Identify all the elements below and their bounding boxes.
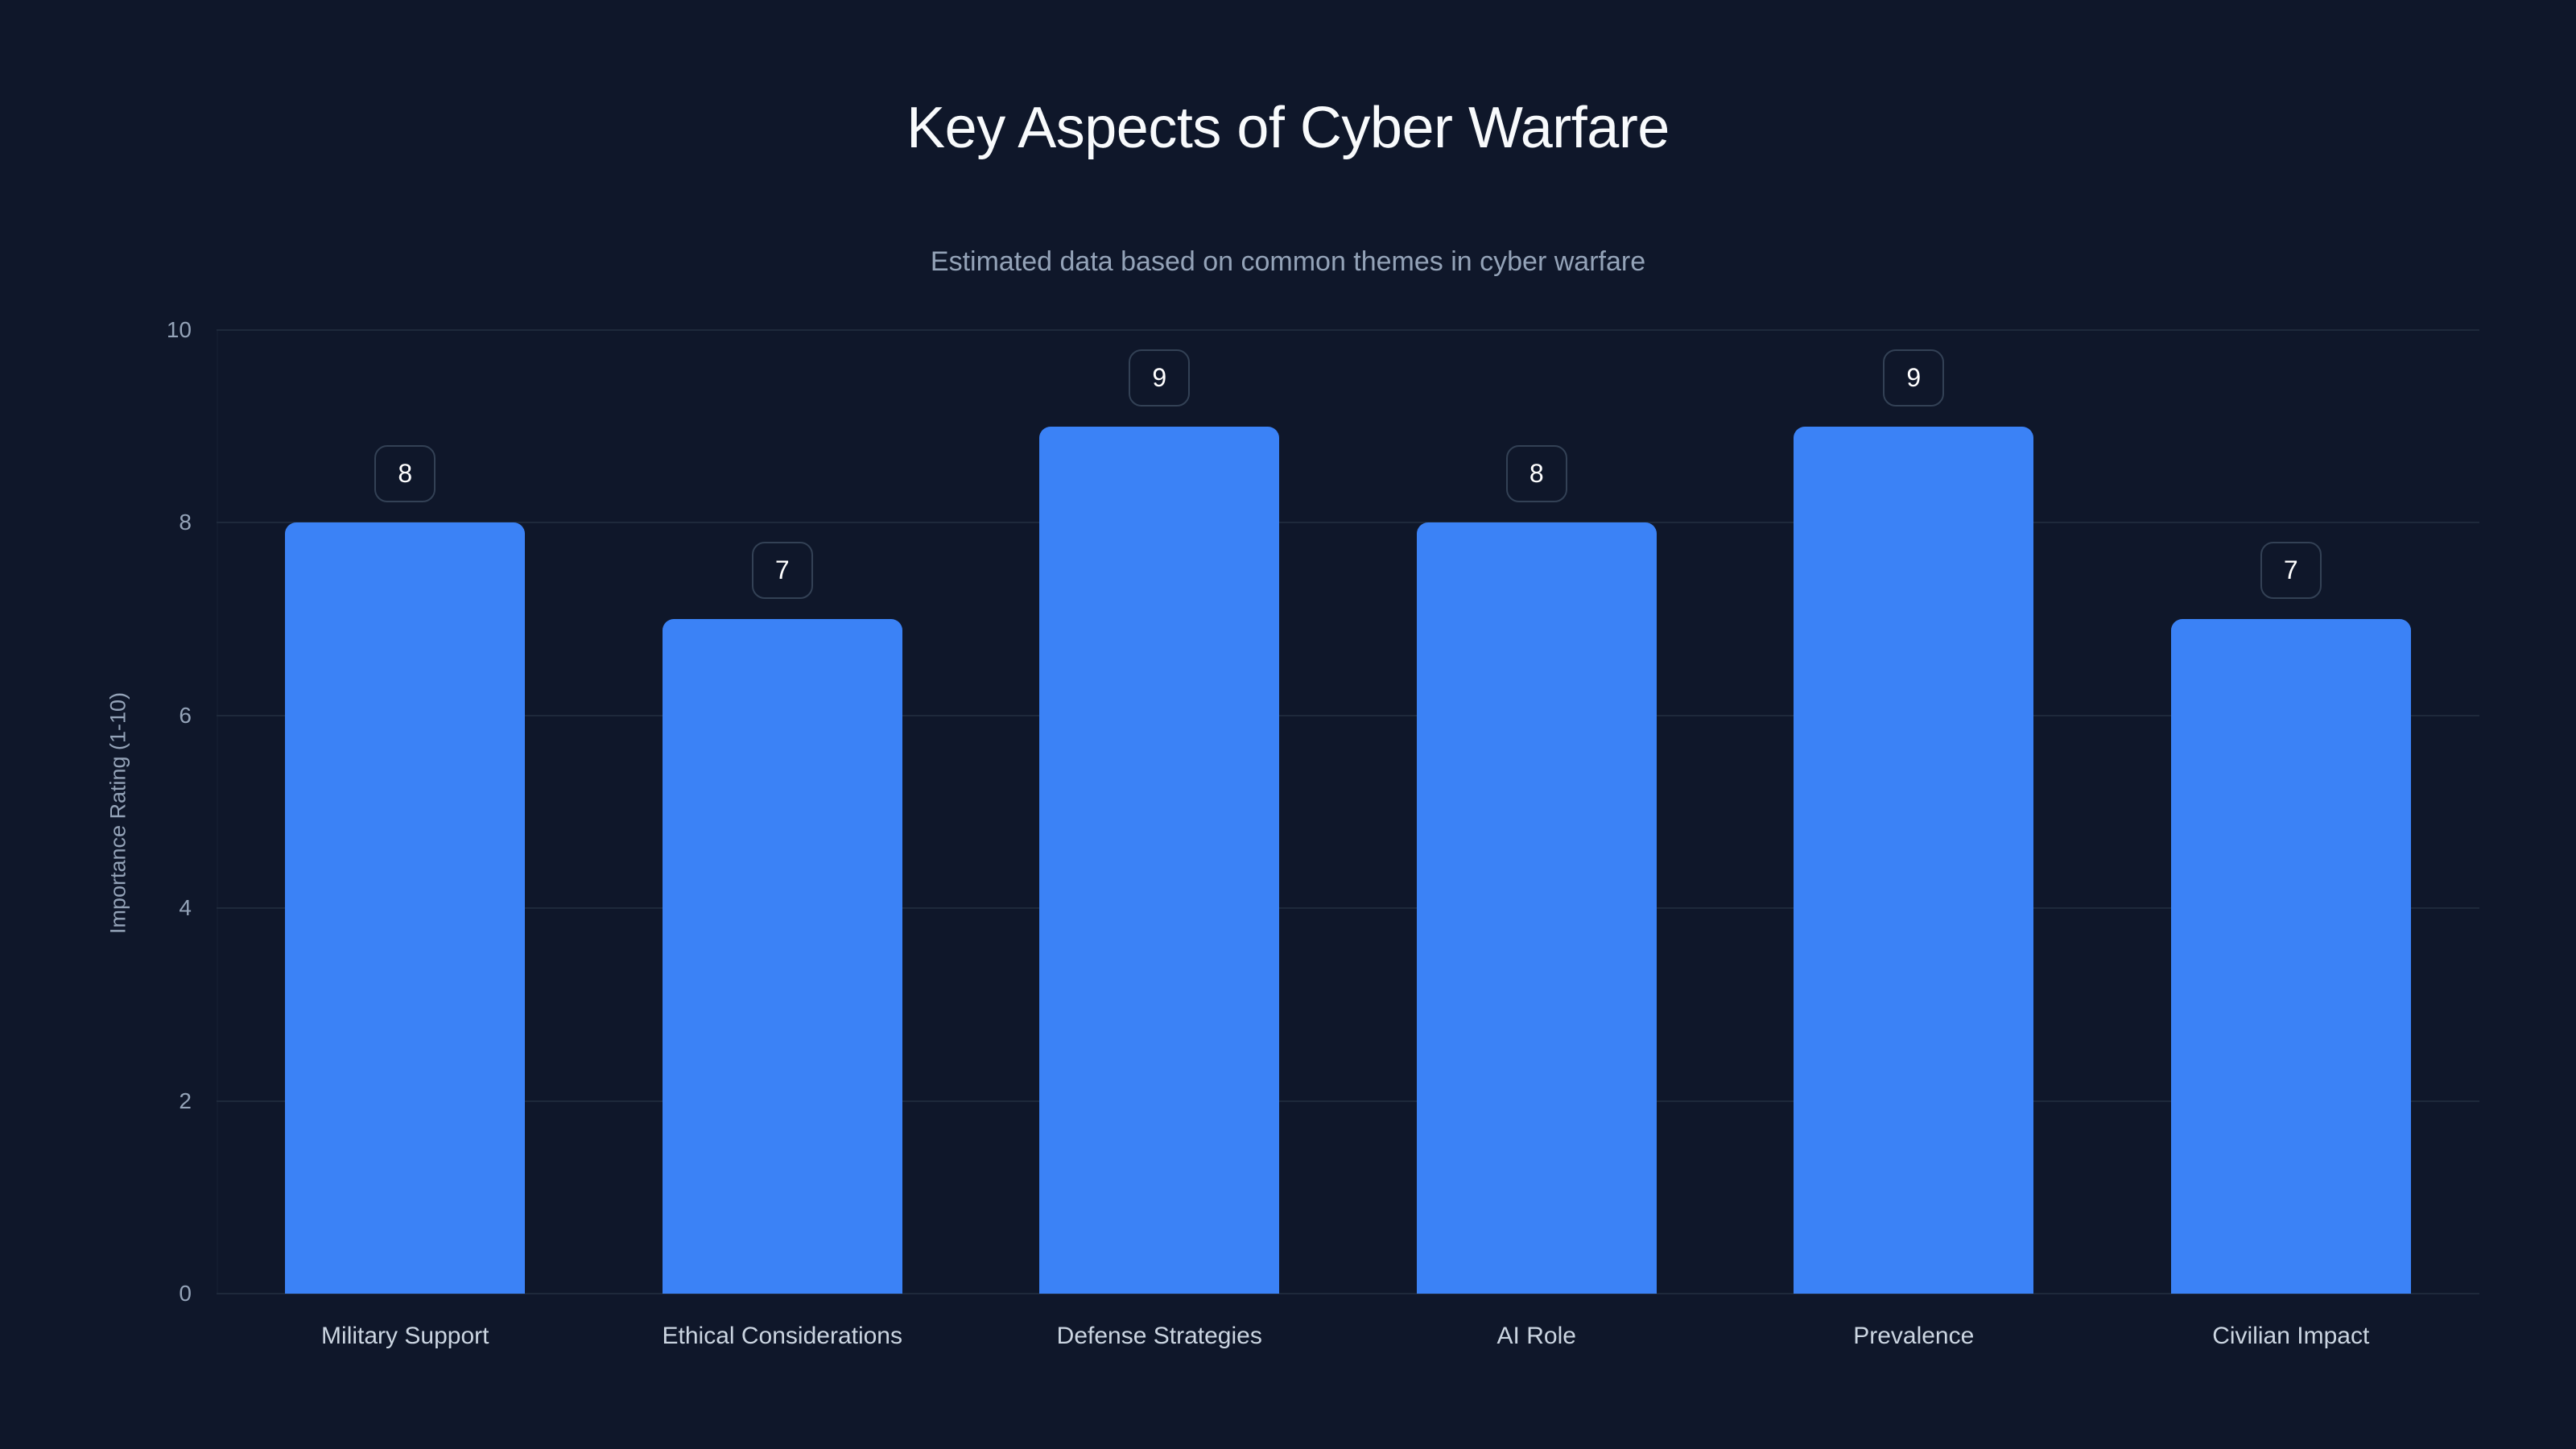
bar[interactable]: [1794, 426, 2034, 1294]
bar[interactable]: [662, 619, 902, 1294]
bar[interactable]: [1416, 522, 1657, 1294]
bar[interactable]: [2170, 619, 2411, 1294]
x-axis-category-label: Civilian Impact: [2212, 1323, 2370, 1349]
data-label-badge: 7: [751, 542, 813, 600]
gridline: [217, 522, 2479, 524]
gridline: [217, 714, 2479, 716]
x-axis-category-label: Defense Strategies: [1056, 1323, 1262, 1349]
gridline: [217, 1293, 2479, 1294]
y-axis-line: [217, 330, 218, 1294]
y-tick-label: 10: [166, 317, 192, 342]
y-tick-label: 4: [179, 895, 192, 921]
x-axis-category-label: AI Role: [1496, 1323, 1576, 1349]
data-label-badge: 8: [374, 445, 436, 503]
chart-subtitle: Estimated data based on common themes in…: [930, 246, 1646, 277]
x-axis-category-label: Prevalence: [1853, 1323, 1975, 1349]
plot-area: 8 7 9 8 9 7: [217, 329, 2479, 1294]
y-tick-label: 6: [179, 702, 192, 728]
gridline: [217, 329, 2479, 331]
x-axis-category-label: Military Support: [321, 1323, 489, 1349]
data-label-badge: 9: [1129, 349, 1191, 407]
data-label-badge: 7: [2260, 542, 2322, 600]
x-axis-category-label: Ethical Considerations: [662, 1323, 903, 1349]
data-label-badge: 8: [1505, 445, 1567, 503]
y-tick-label: 2: [179, 1088, 192, 1113]
bar[interactable]: [285, 522, 526, 1294]
gridline: [217, 1100, 2479, 1102]
y-tick-label: 0: [179, 1281, 192, 1306]
data-label-badge: 9: [1883, 349, 1945, 407]
gridline: [217, 907, 2479, 910]
bar[interactable]: [1039, 426, 1280, 1294]
y-tick-label: 8: [179, 510, 192, 535]
chart-title: Key Aspects of Cyber Warfare: [906, 96, 1670, 160]
